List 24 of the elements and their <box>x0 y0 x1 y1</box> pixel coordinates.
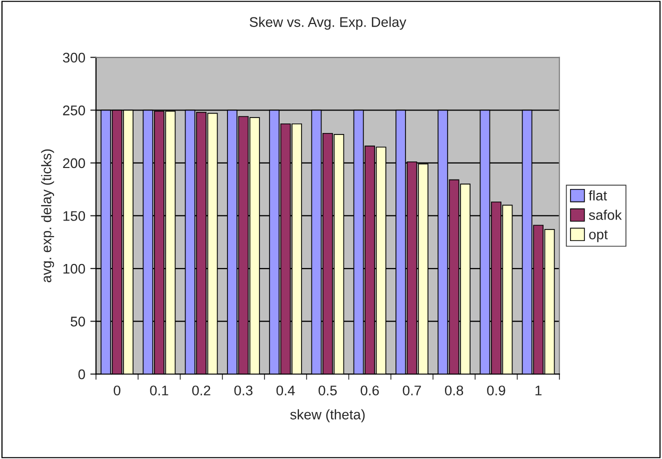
x-tick-label: 0 <box>114 386 120 396</box>
y-tick-label: 100 <box>63 264 86 274</box>
x-tick-label: 0.3 <box>234 386 252 396</box>
x-tick-label: 1 <box>536 386 542 396</box>
y-tick-label: 150 <box>63 211 86 221</box>
y-tick-label: 250 <box>63 105 86 116</box>
y-tick-label: 300 <box>62 52 86 63</box>
legend-label: safok <box>588 210 622 220</box>
x-tick-label: 0.1 <box>150 386 168 396</box>
x-tick-label: 0.6 <box>360 386 379 396</box>
x-tick-label: 0.7 <box>402 386 421 396</box>
legend-label: flat <box>588 190 607 200</box>
x-tick-label: 0.4 <box>276 386 295 396</box>
x-tick-label: 0.9 <box>487 386 506 396</box>
y-axis-title: avg. exp. delay (ticks) <box>41 149 54 282</box>
y-tick-label: 50 <box>70 316 86 326</box>
x-axis-title: skew (theta) <box>290 409 365 422</box>
x-tick-label: 0.5 <box>318 386 337 396</box>
y-tick-label: 200 <box>63 158 86 168</box>
x-tick-label: 0.2 <box>192 386 210 396</box>
y-tick-label: 0 <box>78 369 86 380</box>
chart-title: Skew vs. Avg. Exp. Delay <box>250 16 406 30</box>
legend-label: opt <box>589 230 608 242</box>
x-tick-label: 0.8 <box>444 386 464 396</box>
